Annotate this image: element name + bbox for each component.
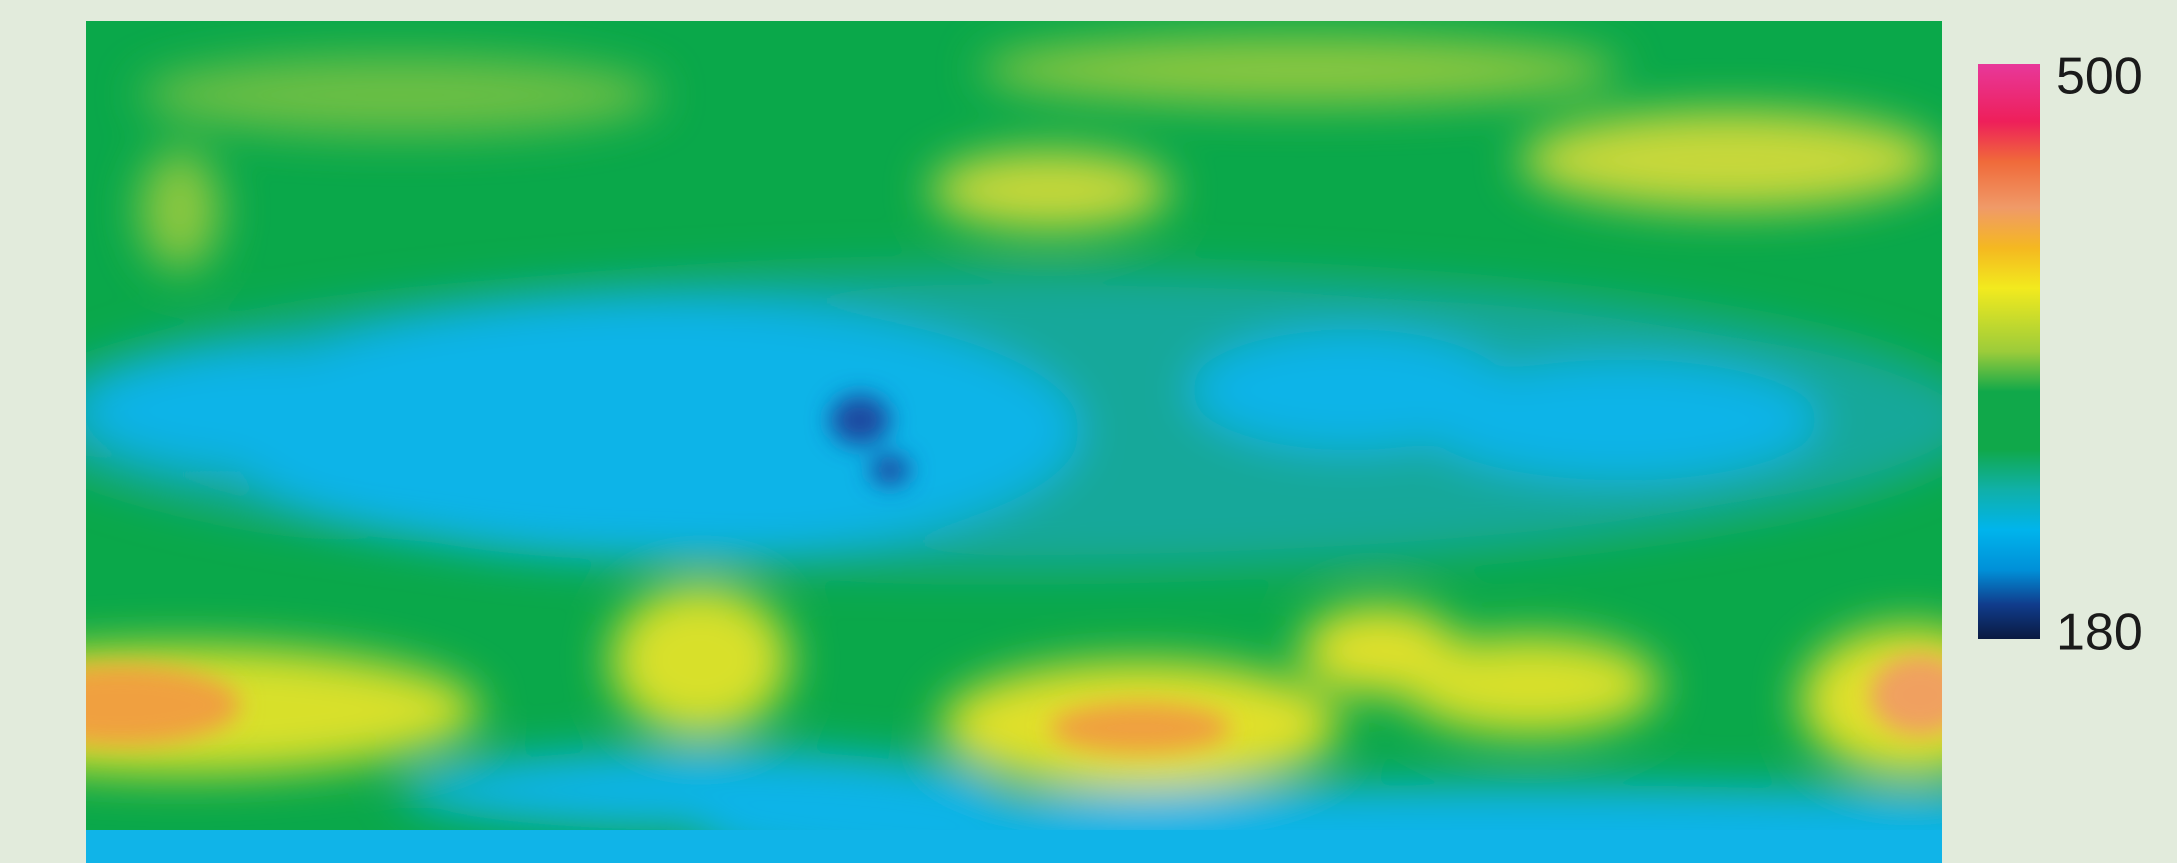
colorbar-tick-label: 500	[2056, 48, 2143, 106]
colorbar-tick-label: 180	[2056, 604, 2143, 662]
heatmap	[86, 21, 1942, 863]
colorbar	[1978, 64, 2040, 639]
